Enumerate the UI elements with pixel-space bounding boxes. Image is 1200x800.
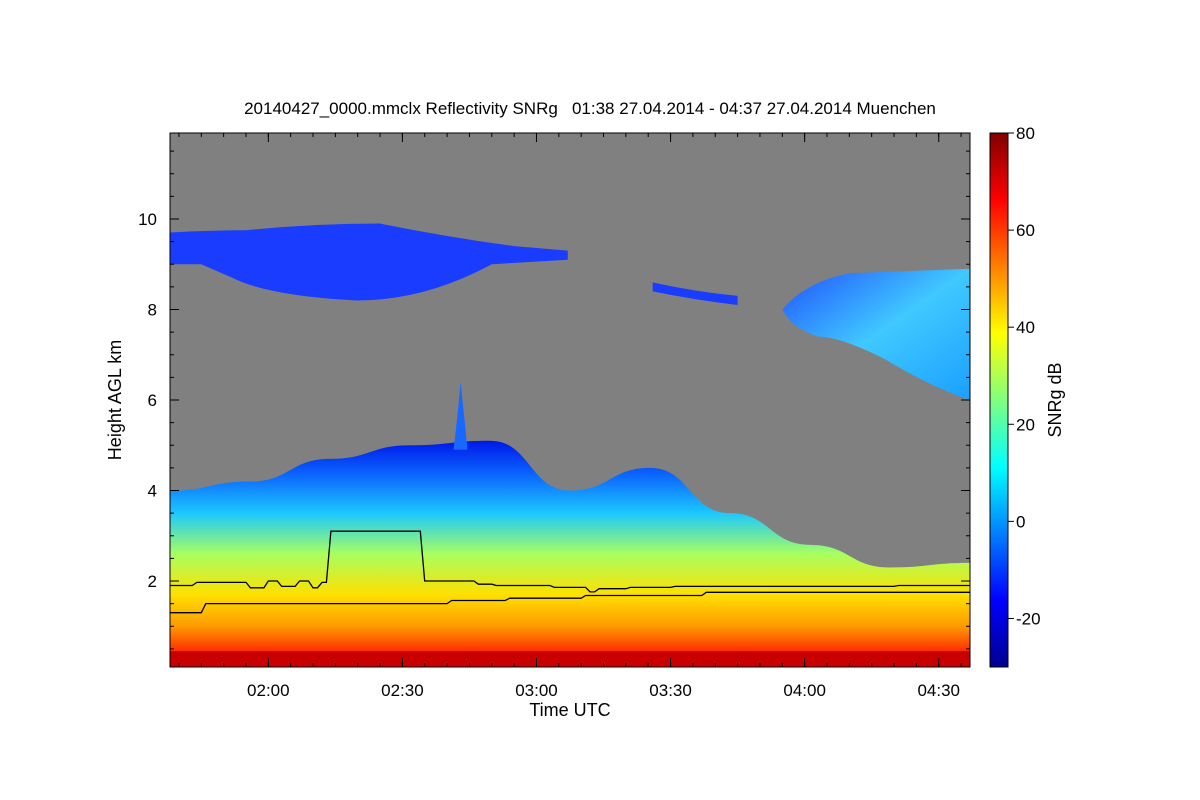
x-tick-label: 04:30 [917,681,960,700]
colorbar-gradient [989,132,1009,668]
convective-plume [453,381,468,450]
colorbar-tick-label: 60 [1016,221,1035,240]
y-tick-label: 10 [138,210,157,229]
y-tick-label: 4 [148,482,157,501]
height-trace-line [170,591,970,614]
colorbar: -20 0 20 40 60 80 SNRg dB [989,124,1065,668]
colorbar-tick-label: 40 [1016,318,1035,337]
x-tick-label: 04:00 [783,681,826,700]
upper-cloud-left [170,223,568,301]
y-tick-label: 6 [148,391,157,410]
y-tick-label: 8 [148,300,157,319]
x-tick-label: 02:30 [381,681,424,700]
height-trace-line [170,530,970,593]
y-tick-label: 2 [148,572,157,591]
x-tick-label: 02:00 [247,681,290,700]
x-tick-label: 03:00 [515,681,558,700]
surface-clutter-band [170,651,970,667]
cloud-fragment [652,282,738,305]
colorbar-tick-label: 80 [1016,124,1035,143]
upper-cloud-right [782,268,970,400]
colorbar-tick-label: 0 [1016,512,1025,531]
boundary-layer-echo [170,440,970,667]
plot-area [170,133,970,667]
colorbar-tick-label: 20 [1016,415,1035,434]
y-axis-title: Height AGL km [105,340,125,460]
colorbar-label: SNRg dB [1045,362,1065,437]
x-tick-label: 03:30 [649,681,692,700]
x-axis-title: Time UTC [529,700,610,720]
colorbar-tick-label: -20 [1016,609,1041,628]
chart-title: 20140427_0000.mmclx Reflectivity SNRg 01… [244,99,936,118]
